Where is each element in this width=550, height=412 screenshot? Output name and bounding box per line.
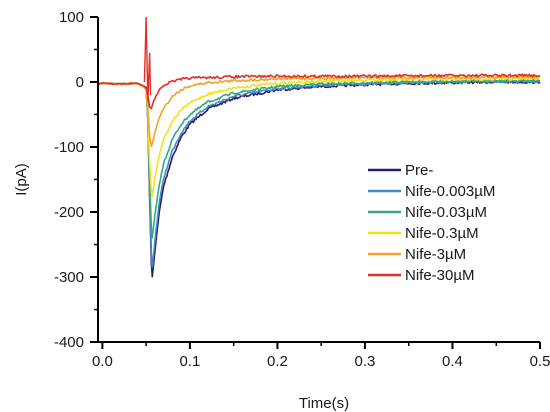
x-tick-label: 0.0 [92, 353, 113, 370]
x-tick-label: 0.4 [442, 353, 463, 370]
legend-label: Nife-0.3µM [405, 225, 479, 242]
y-tick-label: -100 [54, 139, 84, 156]
y-axis-label: I(pA) [13, 163, 30, 196]
axes-layer: -400 -300 -200 -100 0 100 0.0 0.1 0.2 0.3 0.4 0.5 [54, 9, 550, 370]
y-ticks: -400 -300 -200 -100 0 100 [54, 9, 98, 351]
legend: Pre- Nife-0.003µM Nife-0.03µM Nife-0.3µM Nif… [368, 162, 495, 284]
x-axis-label: Time(s) [299, 395, 349, 412]
x-tick-label: 0.5 [530, 353, 550, 370]
legend-label: Nife-3µM [405, 246, 466, 263]
series-line-5 [97, 73, 541, 110]
y-tick-label: -300 [54, 269, 84, 286]
legend-label: Nife-30µM [405, 267, 475, 284]
series-line-2 [97, 78, 541, 239]
stimulus-artifact [143, 16, 152, 102]
legend-label: Nife-0.03µM [405, 204, 487, 221]
y-tick-label: -400 [54, 334, 84, 351]
legend-label: Pre- [405, 162, 433, 179]
x-ticks: 0.0 0.1 0.2 0.3 0.4 0.5 [92, 342, 550, 370]
y-tick-label: 0 [76, 74, 84, 91]
legend-label: Nife-0.003µM [405, 183, 495, 200]
series-line-4 [97, 74, 541, 148]
series-layer [97, 16, 541, 278]
x-tick-label: 0.2 [267, 353, 288, 370]
y-tick-label: -200 [54, 204, 84, 221]
x-tick-label: 0.3 [355, 353, 376, 370]
x-tick-label: 0.1 [179, 353, 200, 370]
y-tick-label: 100 [59, 9, 84, 26]
